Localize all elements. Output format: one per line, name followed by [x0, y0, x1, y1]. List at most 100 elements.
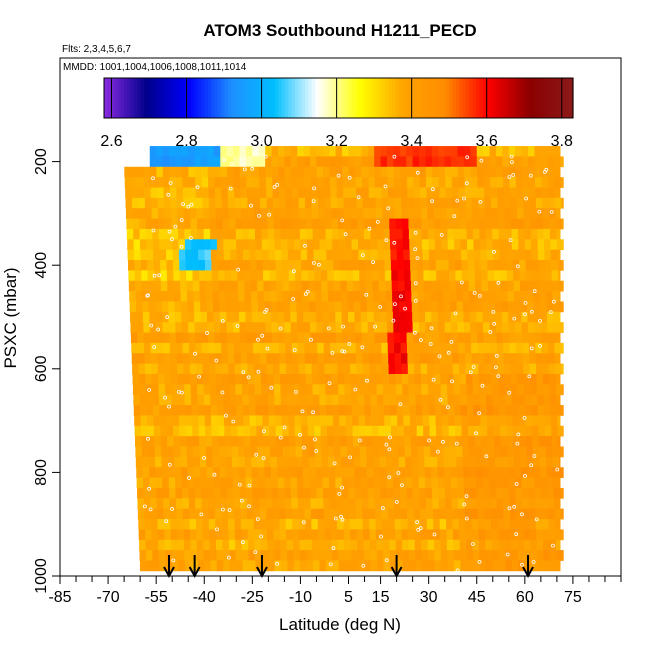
heatmap-cell: [543, 539, 550, 551]
heatmap-cell: [168, 146, 176, 157]
heatmap-cell: [343, 508, 350, 520]
heatmap-cell: [129, 291, 137, 302]
heatmap-cell: [413, 342, 421, 354]
heatmap-cell: [276, 456, 284, 468]
heatmap-cell: [227, 177, 235, 188]
heatmap-cell: [475, 291, 483, 302]
heatmap-cell: [389, 228, 397, 240]
heatmap-cell: [254, 550, 262, 561]
heatmap-cell: [361, 177, 369, 188]
heatmap-cell: [310, 166, 318, 178]
heatmap-cell: [431, 146, 439, 157]
heatmap-cell: [238, 291, 246, 302]
colorbar-segment: [294, 78, 299, 118]
heatmap-cell: [136, 301, 143, 313]
heatmap-cell: [440, 373, 448, 385]
heatmap-cell: [436, 436, 444, 447]
heatmap-cell: [556, 228, 561, 240]
heatmap-cell: [272, 508, 280, 520]
heatmap-cell: [183, 208, 191, 219]
heatmap-cell: [352, 415, 359, 427]
heatmap-cell: [527, 311, 535, 323]
heatmap-cell: [143, 487, 151, 499]
heatmap-cell: [271, 311, 278, 323]
heatmap-cell: [150, 187, 158, 199]
heatmap-cell: [298, 519, 306, 530]
heatmap-cell: [278, 487, 285, 499]
heatmap-cell: [497, 353, 504, 365]
heatmap-cell: [293, 239, 301, 251]
heatmap-cell: [172, 415, 180, 427]
heatmap-cell: [217, 405, 224, 416]
heatmap-cell: [258, 146, 266, 157]
heatmap-cell: [190, 539, 198, 551]
heatmap-cell: [493, 425, 501, 437]
heatmap-cell: [284, 156, 292, 168]
heatmap-cell: [326, 405, 333, 416]
heatmap-cell: [472, 529, 479, 541]
heatmap-cell: [534, 332, 542, 344]
colorbar-segment: [204, 78, 209, 118]
sample-marker: [309, 337, 313, 342]
sample-marker: [387, 447, 392, 452]
heatmap-cell: [316, 477, 323, 489]
heatmap-cell: [330, 519, 338, 530]
heatmap-cell: [478, 373, 486, 385]
heatmap-cell: [218, 280, 226, 292]
heatmap-cell: [210, 228, 217, 240]
heatmap-cell: [202, 197, 210, 209]
heatmap-cell: [372, 446, 380, 458]
heatmap-cell: [211, 260, 219, 271]
heatmap-cell: [401, 529, 409, 541]
heatmap-cell: [286, 539, 294, 551]
heatmap-cell: [497, 208, 505, 219]
heatmap-cell: [259, 187, 267, 199]
heatmap-cell: [498, 218, 506, 230]
heatmap-cell: [188, 177, 196, 188]
colorbar-segment: [144, 78, 149, 118]
heatmap-cell: [141, 270, 149, 282]
colorbar-segment: [110, 78, 115, 118]
heatmap-cell: [139, 539, 146, 551]
heatmap-cell: [286, 208, 294, 219]
sample-marker: [188, 236, 193, 240]
heatmap-cell: [320, 415, 327, 427]
heatmap-cell: [390, 260, 398, 271]
heatmap-cell: [353, 280, 361, 292]
heatmap-cell: [145, 539, 153, 551]
heatmap-cell: [268, 560, 275, 572]
heatmap-cell: [490, 498, 497, 510]
heatmap-cell: [396, 394, 404, 406]
heatmap-cell: [420, 197, 428, 209]
x-axis: -85 -70 -55 -40 -25 -10 5 15 30 45 60 75: [48, 576, 622, 606]
heatmap-cell: [417, 446, 425, 458]
heatmap-cell: [357, 539, 364, 551]
heatmap-cell: [298, 342, 305, 354]
heatmap-cell: [460, 394, 468, 406]
sample-marker: [333, 516, 338, 521]
heatmap-cell: [352, 425, 360, 437]
heatmap-cell: [317, 519, 325, 530]
heatmap-cell: [556, 394, 561, 406]
heatmap-cell: [349, 519, 357, 530]
heatmap-cell: [181, 156, 189, 168]
heatmap-cell: [348, 146, 356, 157]
heatmap-cell: [343, 529, 351, 541]
heatmap-cell: [186, 270, 193, 282]
heatmap-cell: [233, 332, 241, 344]
heatmap-cell: [190, 228, 198, 240]
heatmap-cell: [272, 353, 280, 365]
heatmap-cell: [126, 218, 134, 230]
heatmap-cell: [235, 539, 243, 551]
heatmap-cell: [374, 342, 382, 354]
heatmap-cell: [246, 487, 253, 499]
heatmap-cell: [490, 508, 498, 520]
heatmap-cell: [540, 156, 548, 168]
heatmap-cell: [430, 280, 437, 292]
heatmap-cell: [508, 477, 516, 489]
heatmap-cell: [302, 301, 310, 313]
heatmap-cell: [422, 415, 430, 427]
heatmap-cell: [518, 394, 525, 406]
heatmap-cell: [305, 208, 313, 219]
heatmap-cell: [529, 529, 537, 541]
